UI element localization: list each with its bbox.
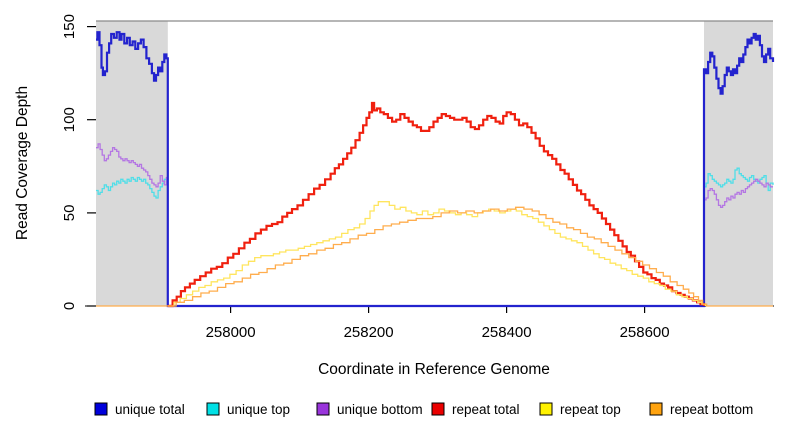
legend-label-unique-total: unique total <box>115 402 185 417</box>
legend-swatch-repeat-total <box>431 402 445 416</box>
legend-label-unique-bottom: unique bottom <box>337 402 423 417</box>
x-tick-label: 258400 <box>482 324 532 341</box>
y-tick-label: 150 <box>61 14 78 39</box>
x-tick-label: 258000 <box>206 324 256 341</box>
series-line-repeat-total <box>167 101 706 308</box>
legend-swatch-unique-total <box>94 402 108 416</box>
legend-label-repeat-top: repeat top <box>560 402 621 417</box>
y-tick-label: 100 <box>61 107 78 132</box>
x-tick-label: 258600 <box>620 324 670 341</box>
x-axis-title: Coordinate in Reference Genome <box>318 361 550 378</box>
legend-swatch-unique-bottom <box>316 402 330 416</box>
legend-label-unique-top: unique top <box>227 402 290 417</box>
series-line-unique-top <box>96 167 774 307</box>
legend-swatch-repeat-bottom <box>649 402 663 416</box>
x-tick-label: 258200 <box>344 324 394 341</box>
legend-label-repeat-bottom: repeat bottom <box>670 402 753 417</box>
series-line-repeat-bottom <box>96 206 773 307</box>
shaded-regions-group <box>96 20 773 306</box>
legend-swatch-repeat-top <box>539 402 553 416</box>
series-line-unique-total <box>96 31 775 308</box>
y-tick-label: 0 <box>61 302 78 310</box>
y-axis-title: Read Coverage Depth <box>14 86 31 240</box>
legend: unique total unique top unique bottom repea… <box>94 402 753 417</box>
legend-swatch-unique-top <box>206 402 220 416</box>
y-tick-label: 50 <box>61 205 78 222</box>
series-group <box>96 31 775 308</box>
axes-group: 258000 258200 258400 258600 0 50 100 150 <box>61 14 774 341</box>
legend-label-repeat-total: repeat total <box>452 402 520 417</box>
series-line-repeat-top <box>167 201 707 307</box>
